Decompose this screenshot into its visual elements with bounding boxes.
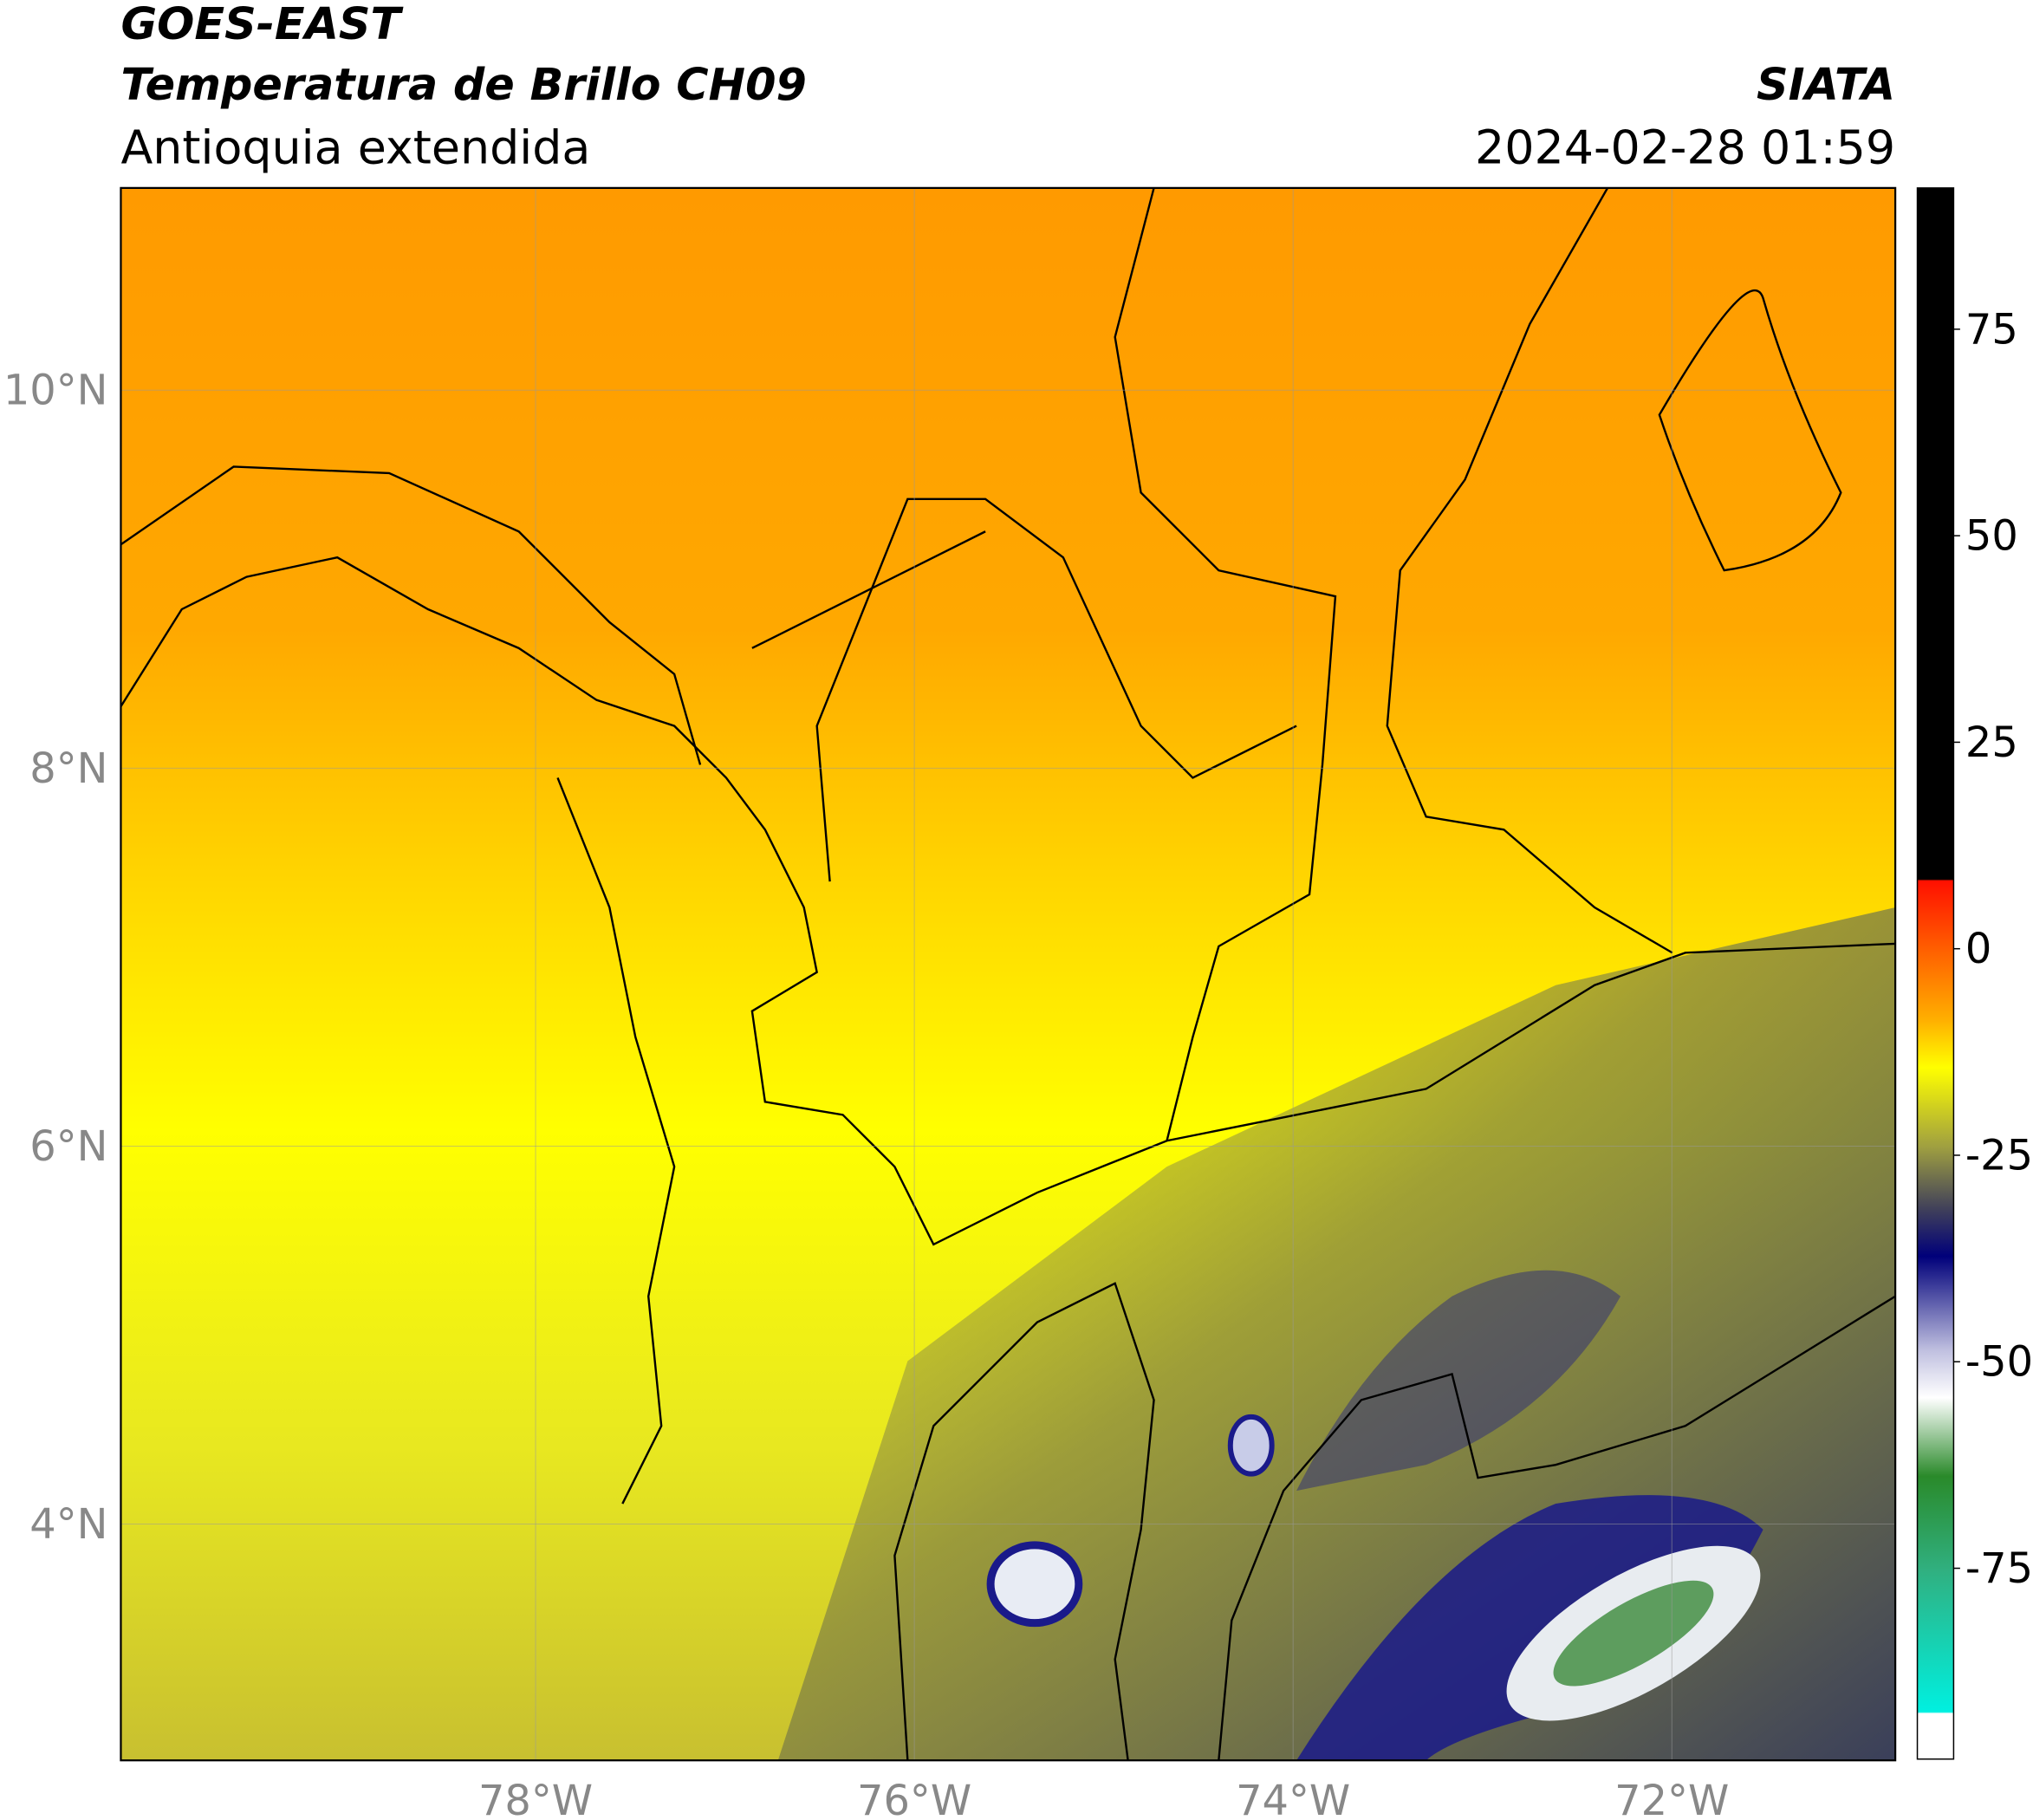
- cloud-top-core: [1553, 1580, 1714, 1687]
- cloud-cell: [986, 1541, 1083, 1628]
- lon-tick-label: 72°W: [1614, 1778, 1729, 1820]
- colorbar-tick-label: -25: [1965, 1132, 2033, 1180]
- agency: SIATA: [1757, 59, 1895, 110]
- colorbar: [1916, 187, 1955, 1760]
- map-frame: [120, 186, 1897, 1762]
- datetime: 2024-02-28 01:59: [1475, 120, 1895, 174]
- cloud-band: [1296, 1270, 1621, 1492]
- satellite: GOES-EAST: [120, 0, 404, 49]
- cloud-cell: [1227, 1414, 1275, 1477]
- colorbar-tick-label: 0: [1965, 926, 1991, 973]
- lat-tick-label: 6°N: [29, 1123, 107, 1171]
- lon-tick-label: 74°W: [1236, 1778, 1350, 1820]
- tick-layer: 10°N 8°N 6°N 4°N 78°W 76°W 74°W 72°W 75 50 25 0 -25 -…: [3, 306, 2033, 1820]
- product: Temperatura de Brillo CH09: [120, 59, 806, 110]
- region: Antioquia extendida: [120, 120, 590, 174]
- lat-tick-label: 4°N: [29, 1501, 107, 1549]
- lat-tick-label: 8°N: [29, 745, 107, 793]
- lon-tick-label: 76°W: [857, 1778, 971, 1820]
- boundaries: [120, 187, 1896, 1761]
- lat-tick-label: 10°N: [3, 367, 108, 415]
- lon-tick-label: 78°W: [478, 1778, 593, 1820]
- graticule: [120, 187, 1896, 1761]
- colorbar-tick-label: -50: [1965, 1339, 2033, 1387]
- cloud-core: [1296, 1495, 1763, 1761]
- colorbar-tick-label: -75: [1965, 1545, 2033, 1593]
- colorbar-tick-label: 25: [1965, 719, 2018, 767]
- map-image: [120, 187, 1896, 1761]
- colorbar-tick-label: 50: [1965, 513, 2018, 561]
- colorbar-tick-label: 75: [1965, 306, 2018, 354]
